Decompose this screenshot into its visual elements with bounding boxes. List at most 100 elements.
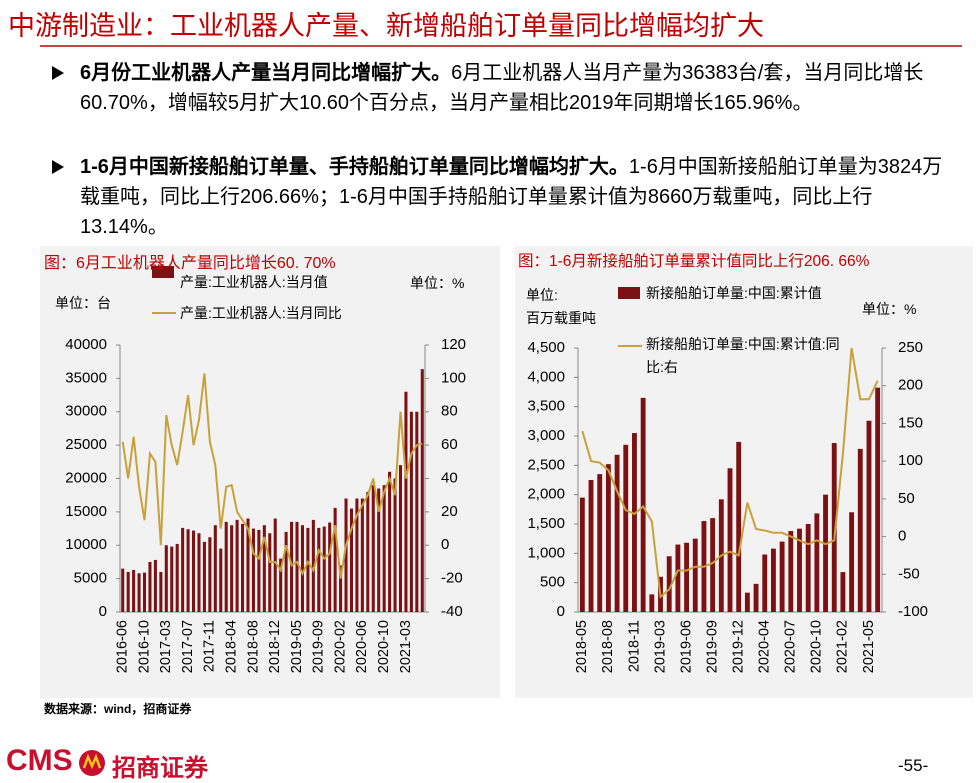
- bar: [727, 468, 733, 612]
- bar: [208, 537, 212, 612]
- chart-title: 图：1-6月新接船舶订单量累计值同比上行206. 66%: [518, 253, 870, 270]
- x-tick-label: 2020-04: [757, 620, 773, 673]
- line-series: [121, 373, 423, 579]
- bullet-text: 1-6月中国新接船舶订单量为3824万载重吨，同比上行206.66%；1-6月中…: [80, 156, 943, 238]
- y2-unit: 单位：%: [862, 301, 917, 317]
- y-unit: 百万载重吨: [526, 310, 596, 326]
- y2-tick-label: 0: [441, 536, 449, 553]
- y-tick-label: 2,000: [527, 486, 565, 503]
- x-tick-label: 2020-06: [354, 620, 370, 673]
- y2-tick-label: 50: [898, 490, 915, 507]
- bar: [181, 527, 185, 612]
- y-tick-label: 30000: [65, 403, 107, 420]
- bar: [770, 548, 776, 612]
- bar: [649, 594, 655, 612]
- logo-cn: 招商证券: [112, 753, 208, 782]
- y2-unit: 单位：%: [410, 275, 465, 291]
- x-tick-label: 2021-03: [398, 620, 414, 673]
- bar: [675, 544, 681, 612]
- bar: [866, 420, 872, 612]
- y-tick-label: 20000: [65, 469, 107, 486]
- x-tick-label: 2018-11: [626, 620, 642, 672]
- y2-tick-label: 20: [441, 503, 458, 520]
- x-tick-label: 2018-05: [574, 620, 590, 673]
- bar: [311, 519, 315, 612]
- bar: [290, 521, 294, 612]
- bar: [328, 522, 332, 612]
- x-tick-label: 2018-08: [245, 620, 261, 673]
- logo-text: CMS: [6, 744, 73, 777]
- bar: [605, 464, 611, 612]
- y2-tick-label: 40: [441, 469, 458, 486]
- bar: [142, 572, 147, 612]
- bar: [377, 488, 381, 612]
- bar: [339, 565, 343, 612]
- page-title: 中游制造业：工业机器人产量、新增船舶订单量同比增幅均扩大: [8, 11, 764, 41]
- bar: [170, 546, 174, 612]
- logo-mark: [82, 753, 102, 770]
- bar: [393, 478, 397, 612]
- bar: [197, 533, 201, 612]
- y-tick-label: 3,500: [527, 398, 565, 415]
- chart-title: 图：6月工业机器人产量同比增长60. 70%: [44, 255, 336, 272]
- y-tick-label: 40000: [65, 336, 107, 353]
- y-tick-label: 1,000: [527, 544, 565, 561]
- legend-label: 新接船舶订单量:中国:累计值:同比:右: [646, 336, 840, 375]
- y-tick-label: 2,500: [527, 456, 565, 473]
- bar: [779, 541, 785, 612]
- x-tick-label: 2020-07: [783, 620, 799, 673]
- x-tick-label: 2018-04: [223, 620, 239, 673]
- x-tick-label: 2019-03: [652, 620, 668, 673]
- bar: [317, 527, 321, 612]
- y2-tick-label: 150: [898, 414, 923, 431]
- bar: [404, 391, 408, 612]
- bar: [415, 411, 419, 612]
- bar: [121, 568, 125, 612]
- bar: [355, 498, 359, 612]
- y-tick-label: 15000: [65, 503, 107, 520]
- x-tick-label: 2020-10: [376, 620, 392, 673]
- bar: [684, 542, 690, 612]
- bar: [831, 443, 837, 612]
- y-tick-label: 35000: [65, 369, 107, 386]
- bar: [762, 554, 768, 612]
- bar: [219, 548, 223, 612]
- bar: [640, 397, 646, 612]
- x-tick-label: 2021-02: [835, 620, 851, 673]
- y2-tick-label: 120: [441, 336, 466, 353]
- y-unit: 单位：台: [55, 295, 111, 311]
- y2-tick-label: -20: [441, 570, 463, 587]
- x-tick-label: 2017-07: [180, 620, 196, 673]
- line-series: [581, 347, 879, 599]
- y-tick-label: 500: [540, 574, 565, 591]
- bar: [614, 454, 620, 612]
- bar: [241, 523, 245, 612]
- bar: [159, 571, 163, 612]
- bullet-text: 6月工业机器人当月产量为36383台/套，当月同比增长60.70%，增幅较5月扩…: [80, 62, 924, 114]
- bar: [409, 411, 413, 612]
- legend-label: 产量:工业机器人:当月同比: [180, 305, 342, 321]
- bullet-lead: 6月份工业机器人产量当月同比增幅扩大。: [80, 62, 452, 84]
- bar: [788, 531, 794, 612]
- y2-tick-label: 0: [898, 528, 906, 545]
- y-tick-label: 3,000: [527, 427, 565, 444]
- bar: [300, 525, 304, 612]
- bar: [797, 528, 802, 612]
- bar: [382, 485, 386, 612]
- y2-tick-label: 80: [441, 403, 458, 420]
- bar: [623, 444, 629, 612]
- bar: [805, 524, 811, 612]
- bar: [192, 530, 196, 612]
- bar: [579, 497, 585, 612]
- bar: [823, 494, 828, 612]
- source: 数据来源：wind，招商证券: [44, 702, 192, 716]
- bar: [420, 369, 424, 612]
- bar: [736, 441, 742, 612]
- x-tick-label: 2017-03: [158, 620, 174, 673]
- x-tick-label: 2020-02: [332, 620, 348, 673]
- bar: [857, 448, 863, 612]
- bar: [126, 571, 130, 612]
- bar: [273, 518, 277, 612]
